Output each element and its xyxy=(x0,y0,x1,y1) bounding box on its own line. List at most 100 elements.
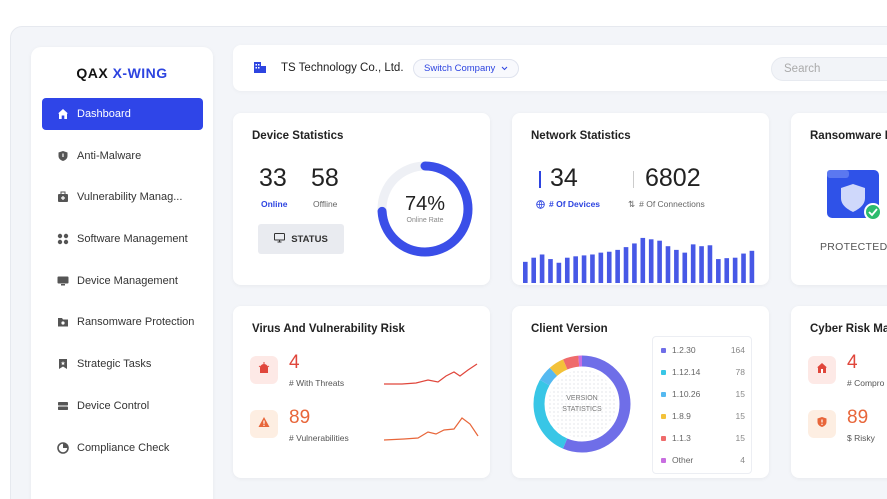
vulnerabilities-count: 89 xyxy=(289,407,311,428)
network-bar xyxy=(665,246,671,283)
sidebar-item-label: Software Management xyxy=(77,233,188,246)
legend-name: 1.8.9 xyxy=(672,411,691,421)
network-bar xyxy=(590,254,595,283)
status-button[interactable]: STATUS xyxy=(258,224,344,254)
folder-lock-icon xyxy=(57,316,69,328)
network-statistics-card: Network Statistics 34 # Of Devices 6802 … xyxy=(512,113,769,285)
warning-icon xyxy=(258,415,270,433)
network-bar xyxy=(523,261,528,283)
network-bar xyxy=(657,240,662,283)
home-icon xyxy=(57,108,69,120)
threat-icon-box xyxy=(250,356,278,384)
sidebar-item-anti-malware[interactable]: Anti-Malware xyxy=(42,140,203,172)
legend-item: 1.1.3 15 xyxy=(661,433,745,443)
version-arcs xyxy=(533,355,631,453)
card-title: Device Statistics xyxy=(252,130,344,142)
house-alert-icon xyxy=(816,361,828,379)
threats-label: # With Threats xyxy=(289,378,345,388)
legend-count: 15 xyxy=(735,389,745,399)
network-bar xyxy=(615,249,620,283)
sidebar-item-ransomware[interactable]: Ransomware Protection xyxy=(42,306,203,338)
sidebar-item-software[interactable]: Software Management xyxy=(42,223,203,255)
card-title: Ransomware P xyxy=(810,130,887,142)
devices-count: 34 xyxy=(550,164,578,192)
network-bar xyxy=(640,237,646,283)
legend-name: 1.12.14 xyxy=(672,367,701,377)
legend-count: 4 xyxy=(740,455,745,465)
online-rate-text: 74% Online Rate xyxy=(385,193,465,224)
shield-icon xyxy=(57,150,69,162)
devices-label: # Of Devices xyxy=(549,199,601,209)
online-rate-label: Online Rate xyxy=(406,217,444,224)
network-bar xyxy=(564,257,570,283)
network-bar xyxy=(699,246,704,283)
legend-count: 78 xyxy=(735,367,745,377)
risky-label: $ Risky xyxy=(847,433,875,443)
sidebar-item-label: Compliance Check xyxy=(77,441,170,454)
switch-company-label: Switch Company xyxy=(424,63,496,74)
transfer-icon: ⇅ xyxy=(628,199,636,209)
sidebar-item-compliance[interactable]: Compliance Check xyxy=(42,432,203,464)
connections-divider xyxy=(633,171,634,188)
sidebar-item-device-management[interactable]: Device Management xyxy=(42,265,203,297)
sidebar-item-label: Device Management xyxy=(77,274,178,287)
online-label: Online xyxy=(261,199,288,209)
sidebar-item-label: Vulnerability Manag... xyxy=(77,191,183,204)
vuln-icon-box xyxy=(250,410,278,438)
network-bar xyxy=(573,256,578,283)
logo-text-left: QAX xyxy=(76,65,109,81)
network-bar xyxy=(707,245,713,283)
legend-count: 164 xyxy=(730,345,745,355)
network-bar xyxy=(623,247,629,283)
protected-status: PROTECTED xyxy=(820,241,887,253)
network-bar xyxy=(548,259,553,283)
threats-count: 4 xyxy=(289,352,300,373)
sidebar-item-device-control[interactable]: Device Control xyxy=(42,390,203,422)
building-icon xyxy=(253,61,267,79)
network-bar xyxy=(539,254,545,283)
risky-icon-box xyxy=(808,410,836,438)
sidebar-item-label: Device Control xyxy=(77,399,150,412)
sidebar-item-vulnerability[interactable]: Vulnerability Manag... xyxy=(42,181,203,213)
network-bar xyxy=(732,257,738,283)
legend-dot xyxy=(661,436,666,442)
legend-dot xyxy=(661,348,666,354)
version-center-text: VERSION STATISTICS xyxy=(552,393,612,415)
search-input[interactable]: Search xyxy=(771,57,887,81)
sidebar-item-label: Dashboard xyxy=(77,108,131,120)
app-frame: QAX X-WING Dashboard Anti-Malware Vuln xyxy=(10,26,887,499)
sidebar-item-label: Strategic Tasks xyxy=(77,358,152,371)
sidebar-item-label: Anti-Malware xyxy=(77,149,142,162)
legend-name: 1.1.3 xyxy=(672,433,691,443)
network-bar xyxy=(749,250,755,283)
sidebar-item-label: Ransomware Protection xyxy=(77,316,195,329)
risky-count: 89 xyxy=(847,407,869,428)
online-rate-donut xyxy=(377,161,473,257)
version-slice xyxy=(533,355,631,453)
network-bar xyxy=(716,259,721,283)
version-legend: 1.2.30 164 1.12.14 78 1.10.26 15 1.8.9 15 1.… xyxy=(652,336,752,474)
device-statistics-card: Device Statistics 33 Online 58 Offline S… xyxy=(233,113,490,285)
bookmark-icon xyxy=(57,358,69,370)
legend-dot xyxy=(661,392,666,398)
chevron-down-icon xyxy=(501,63,508,74)
version-donut-chart xyxy=(533,355,631,453)
compromised-icon-box xyxy=(808,356,836,384)
sidebar-item-dashboard[interactable]: Dashboard xyxy=(42,98,203,130)
legend-item: 1.10.26 15 xyxy=(661,389,745,399)
network-bar xyxy=(741,253,746,283)
connections-label: # Of Connections xyxy=(639,199,705,209)
network-bar xyxy=(648,239,654,283)
online-rate-arc xyxy=(377,161,473,257)
version-center-line2: STATISTICS xyxy=(562,406,602,413)
switch-company-button[interactable]: Switch Company xyxy=(413,59,519,78)
version-slice xyxy=(533,355,631,453)
sidebar-item-strategic-tasks[interactable]: Strategic Tasks xyxy=(42,348,203,380)
legend-dot xyxy=(661,458,666,464)
ransomware-card: Ransomware P PROTECTED xyxy=(791,113,887,285)
network-bar xyxy=(682,252,688,283)
top-header: TS Technology Co., Ltd. Switch Company S… xyxy=(233,45,887,91)
network-bar-chart xyxy=(523,237,755,283)
connections-count: 6802 xyxy=(645,164,701,192)
card-title: Cyber Risk Man xyxy=(810,323,887,335)
